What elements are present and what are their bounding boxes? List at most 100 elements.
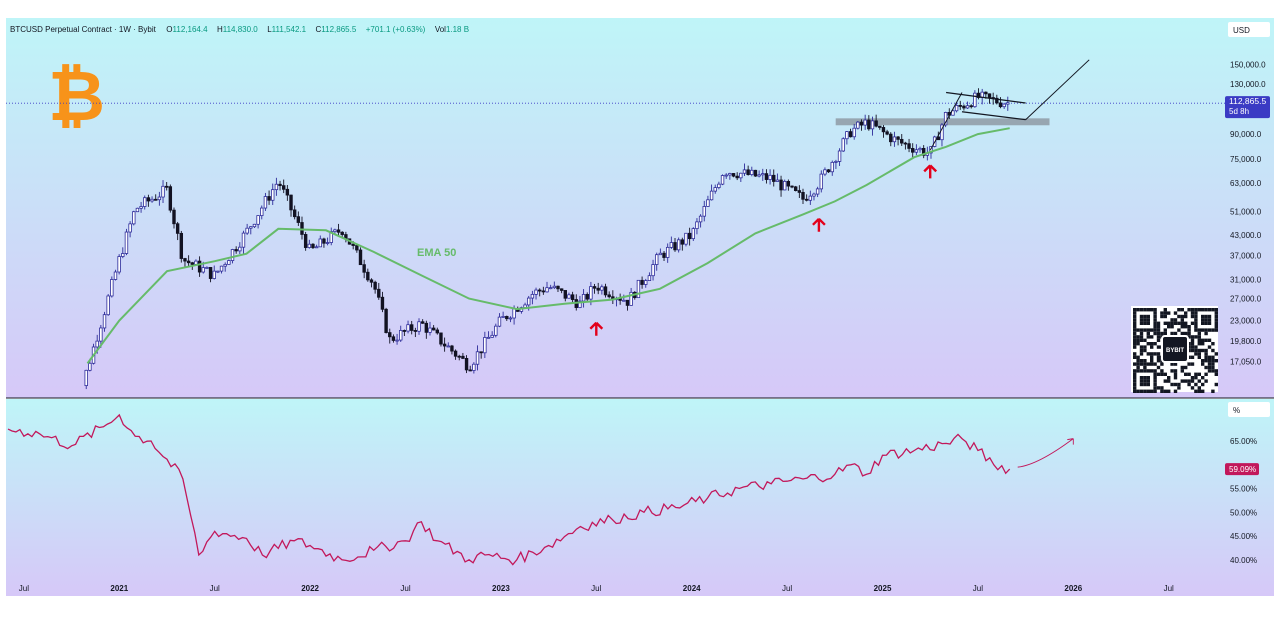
price-tick-label: 17,050.0 <box>1230 357 1262 366</box>
price-tick-label: 75,000.0 <box>1230 155 1262 164</box>
candle-body <box>713 187 717 192</box>
candle-body <box>406 324 410 332</box>
qr-module <box>1153 308 1157 312</box>
support-zone[interactable] <box>835 118 1050 126</box>
qr-module <box>1133 328 1137 332</box>
candle-body <box>863 119 867 126</box>
qr-module <box>1160 369 1164 373</box>
time-axis-label: 2026 <box>1064 584 1082 593</box>
qr-module <box>1201 318 1205 322</box>
qr-module <box>1184 321 1188 325</box>
header-open: 112,164.4 <box>173 25 209 34</box>
candle-body <box>384 308 388 333</box>
qr-module <box>1211 365 1215 370</box>
qr-module <box>1167 325 1171 329</box>
header-high: 114,830.0 <box>223 25 259 34</box>
candle-body <box>464 358 469 371</box>
qr-module <box>1201 382 1205 387</box>
candle-body <box>208 267 213 279</box>
candle-body <box>245 227 249 234</box>
qr-module <box>1170 382 1174 387</box>
qr-module <box>1163 379 1167 383</box>
candle-body <box>746 169 750 175</box>
qr-module <box>1150 369 1154 373</box>
qr-module <box>1177 321 1181 325</box>
qr-module <box>1143 365 1147 370</box>
qr-module <box>1214 369 1218 373</box>
qr-module <box>1170 331 1174 336</box>
qr-module <box>1136 335 1140 339</box>
time-axis-label: 2025 <box>874 584 892 593</box>
price-axis: 150,000.0 130,000.0 90,000.0 75,000.0 63,000… <box>1230 60 1266 366</box>
qr-module <box>1143 389 1147 393</box>
candle-body <box>720 175 725 185</box>
svg-text:₿: ₿ <box>48 55 105 137</box>
candle-body <box>249 226 253 229</box>
candle-body <box>954 105 959 112</box>
qr-module <box>1146 342 1150 346</box>
qr-module <box>1197 352 1201 356</box>
candle-body <box>420 321 425 324</box>
qr-module <box>1150 359 1154 363</box>
candle-body <box>702 206 706 217</box>
candle-body <box>183 258 187 262</box>
qr-module <box>1190 321 1195 325</box>
qr-module <box>1143 345 1147 349</box>
price-pane[interactable] <box>6 18 1274 398</box>
candle-body <box>724 174 728 177</box>
flag-pattern[interactable] <box>929 59 1090 151</box>
qr-module <box>1190 314 1195 319</box>
qr-module <box>1136 328 1140 332</box>
indicator-tick-label: 55.00% <box>1230 485 1257 494</box>
candle-body <box>366 271 370 281</box>
currency-box[interactable] <box>1228 22 1270 37</box>
qr-module <box>1153 369 1157 373</box>
candle-body <box>783 180 787 191</box>
qr-module <box>1214 372 1218 376</box>
qr-module <box>1184 379 1188 383</box>
indicator-projection-arrow <box>1017 438 1074 468</box>
candle-body <box>143 197 147 207</box>
qr-module <box>1187 362 1191 366</box>
qr-module <box>1139 348 1144 353</box>
candle-body <box>238 246 242 252</box>
qr-module <box>1156 321 1161 325</box>
unit-box[interactable] <box>1228 402 1270 417</box>
up-arrow-icon <box>812 217 826 232</box>
candle-body <box>852 127 856 138</box>
candle-body <box>197 260 202 273</box>
qr-module <box>1136 308 1140 312</box>
candle-body <box>592 286 597 289</box>
candle-body <box>797 190 802 193</box>
qr-module <box>1180 365 1184 370</box>
header-open-label: O <box>166 25 172 34</box>
time-axis-label: Jul <box>210 584 220 593</box>
qr-module <box>1146 376 1150 380</box>
indicator-pane[interactable] <box>6 399 1274 596</box>
ema-50-line[interactable] <box>86 127 1010 364</box>
candle-body <box>289 194 293 211</box>
candle-body <box>377 288 381 298</box>
candle-body <box>336 229 341 233</box>
candle-body <box>761 173 765 176</box>
candle-body <box>691 228 695 240</box>
candle-body <box>453 350 458 357</box>
qr-module <box>1156 325 1161 329</box>
qr-module <box>1197 372 1201 376</box>
time-axis-label: 2022 <box>301 584 319 593</box>
candle-body <box>581 294 586 302</box>
candle-body <box>676 239 681 251</box>
qr-module <box>1139 369 1144 373</box>
qr-module <box>1136 359 1140 363</box>
candle-body <box>570 294 575 300</box>
qr-code[interactable]: BYBIT <box>1131 306 1218 393</box>
candle-body <box>629 291 633 306</box>
qr-module <box>1139 382 1144 387</box>
indicator-axis: 65.00% 55.00% 50.00% 45.00% 40.00% <box>1230 437 1257 565</box>
qr-module <box>1133 331 1137 336</box>
qr-module <box>1194 372 1198 376</box>
indicator-line[interactable] <box>7 413 1011 566</box>
qr-module <box>1190 335 1195 339</box>
qr-module <box>1143 328 1147 332</box>
